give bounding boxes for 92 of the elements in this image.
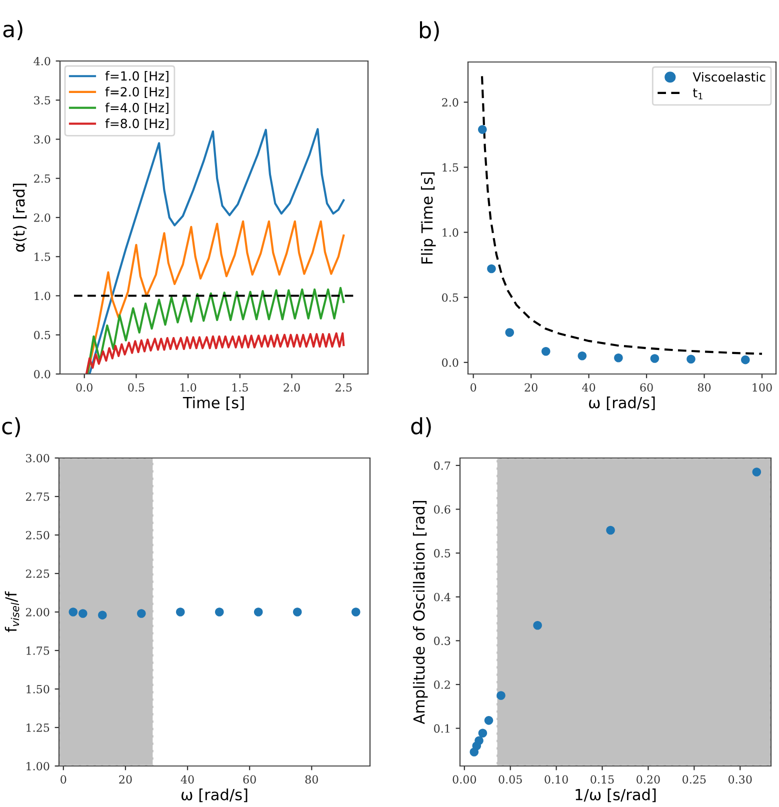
x-tick-label: 2.0 — [284, 383, 300, 392]
x-tick-label: 0.10 — [544, 775, 568, 784]
y-tick-label: 0.5 — [442, 293, 458, 302]
legend-label: Viscoelastic — [692, 72, 766, 82]
y-tick-label: 1.75 — [26, 646, 50, 655]
y-tick-label: 1.50 — [26, 684, 50, 694]
y-axis-title: f$_{visel}$/f — [4, 591, 20, 632]
y-tick-label: 0.2 — [434, 680, 450, 689]
y-tick-label: 2.75 — [26, 492, 50, 501]
point — [505, 328, 514, 337]
y-tick-label: 0.0 — [34, 370, 50, 378]
point — [741, 355, 750, 364]
x-tick-label: 0.20 — [636, 775, 660, 784]
chart-title: d) — [411, 417, 431, 438]
x-axis-title: Time [s] — [182, 396, 244, 410]
x-tick-label: 0.00 — [452, 775, 476, 784]
point — [578, 352, 587, 360]
y-tick-label: 0.7 — [434, 461, 450, 470]
y-tick-label: 2.50 — [26, 530, 50, 540]
x-tick-label: 0 — [470, 383, 476, 392]
x-tick-label: 40 — [582, 383, 596, 392]
x-tick-label: 60 — [640, 383, 653, 392]
y-tick-label: 2.0 — [34, 213, 50, 222]
point — [606, 526, 615, 535]
x-tick-label: 20 — [119, 775, 132, 784]
y-tick-label: 1.5 — [442, 163, 458, 172]
x-axis-title: ω [rad/s] — [589, 396, 655, 410]
point — [533, 620, 542, 630]
line-series — [86, 286, 345, 374]
y-tick-label: 0.1 — [434, 724, 450, 733]
y-tick-label: 3.5 — [34, 96, 50, 105]
x-tick-label: 20 — [524, 383, 538, 392]
legend-label: f=1.0 [Hz] — [105, 71, 168, 82]
x-tick-label: 60 — [243, 775, 256, 784]
point — [614, 353, 623, 362]
x-tick-label: 0.0 — [76, 383, 92, 392]
x-tick-label: 0.05 — [498, 775, 522, 784]
y-tick-label: 4.0 — [34, 56, 50, 66]
line-series — [85, 332, 345, 374]
point — [484, 716, 494, 725]
point — [496, 691, 506, 700]
legend-label: f=2.0 [Hz] — [105, 86, 168, 98]
y-tick-label: 1.0 — [442, 228, 458, 237]
x-tick-label: 0.5 — [128, 383, 144, 392]
chart-title: a) — [3, 20, 22, 40]
x-tick-label: 1.0 — [180, 383, 196, 392]
y-tick-label: 2.25 — [26, 569, 50, 578]
y-axis-title: Flip Time [s] — [420, 172, 436, 264]
y-tick-label: 3.0 — [34, 135, 50, 144]
x-tick-label: 2.5 — [336, 383, 352, 392]
x-axis-title: ω [rad/s] — [182, 788, 248, 802]
legend-label: t$_{1}$ — [692, 88, 702, 100]
y-tick-label: 2.0 — [442, 98, 458, 107]
x-tick-label: 80 — [305, 775, 318, 784]
y-tick-label: 1.00 — [26, 762, 50, 770]
y-tick-label: 2.00 — [26, 608, 50, 616]
x-tick-label: 40 — [180, 775, 194, 784]
y-tick-label: 0.6 — [434, 505, 450, 514]
x-tick-label: 100 — [752, 383, 772, 392]
x-axis-title: 1/ω [s/rad] — [576, 788, 656, 802]
y-tick-label: 0.5 — [434, 549, 450, 558]
point — [478, 728, 488, 738]
x-tick-label: 80 — [698, 383, 711, 392]
x-tick-label: 0.25 — [682, 775, 706, 784]
legend-label: f=8.0 [Hz] — [105, 118, 168, 130]
point — [470, 748, 479, 756]
point — [487, 264, 496, 274]
y-tick-label: 2.5 — [34, 174, 50, 183]
point — [686, 354, 696, 364]
point — [752, 468, 762, 476]
line-series — [86, 220, 345, 374]
x-tick-label: 0.30 — [728, 775, 752, 784]
y-tick-label: 1.5 — [34, 252, 50, 262]
y-tick-label: 1.25 — [26, 723, 50, 732]
y-tick-label: 1.0 — [34, 292, 50, 300]
x-tick-label: 0 — [60, 775, 66, 784]
line-series — [88, 128, 345, 374]
legend-label: f=4.0 [Hz] — [105, 102, 168, 114]
y-axis-title: Amplitude of Oscillation [rad] — [412, 501, 428, 724]
x-tick-label: 0.15 — [590, 775, 614, 784]
y-axis-title: α(t) [rad] — [12, 184, 27, 252]
y-tick-label: 0.3 — [434, 636, 450, 646]
y-tick-label: 0.5 — [34, 330, 50, 340]
chart-title: c) — [2, 417, 20, 438]
y-tick-label: 0.4 — [434, 592, 450, 602]
y-tick-label: 0.0 — [442, 358, 458, 367]
x-tick-label: 1.5 — [232, 383, 248, 392]
point — [478, 125, 487, 134]
chart-title: b) — [420, 21, 439, 42]
y-tick-label: 3.00 — [26, 454, 50, 462]
point — [650, 354, 660, 363]
point — [541, 346, 550, 356]
